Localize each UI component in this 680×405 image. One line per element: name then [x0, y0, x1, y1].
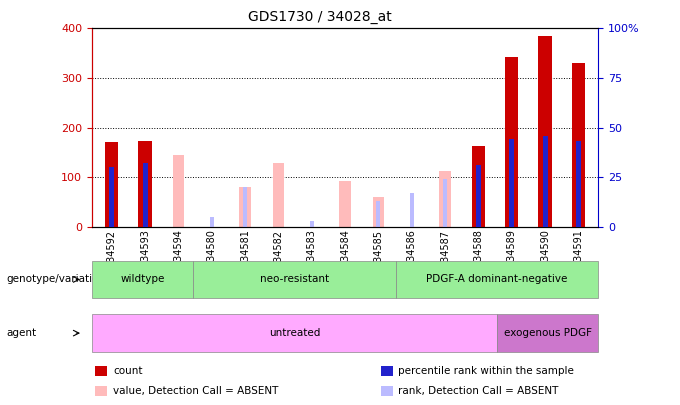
Bar [410, 193, 413, 227]
Bar [109, 167, 114, 227]
Text: PDGF-A dominant-negative: PDGF-A dominant-negative [426, 275, 568, 284]
Bar [439, 171, 451, 227]
Bar [243, 187, 247, 227]
Text: neo-resistant: neo-resistant [260, 275, 329, 284]
Text: untreated: untreated [269, 328, 320, 338]
Text: count: count [113, 366, 142, 375]
Bar [273, 163, 284, 227]
Bar [572, 63, 585, 227]
Bar [377, 201, 380, 227]
Bar [173, 155, 184, 227]
Bar [443, 179, 447, 227]
Bar [373, 197, 384, 227]
Text: exogenous PDGF: exogenous PDGF [504, 328, 592, 338]
Text: value, Detection Call = ABSENT: value, Detection Call = ABSENT [113, 386, 278, 396]
Text: genotype/variation: genotype/variation [7, 275, 106, 284]
Bar [239, 187, 251, 227]
Bar [310, 221, 313, 227]
Bar [339, 181, 351, 227]
Text: agent: agent [7, 328, 37, 338]
Bar [543, 136, 547, 227]
Text: GDS1730 / 34028_at: GDS1730 / 34028_at [248, 10, 392, 24]
Bar [509, 139, 514, 227]
Bar [472, 146, 485, 227]
Bar [539, 36, 551, 227]
Bar [576, 141, 581, 227]
Bar [476, 165, 481, 227]
Text: percentile rank within the sample: percentile rank within the sample [398, 366, 575, 375]
Bar [143, 163, 148, 227]
Bar [505, 57, 518, 227]
Text: rank, Detection Call = ABSENT: rank, Detection Call = ABSENT [398, 386, 559, 396]
Text: wildtype: wildtype [120, 275, 165, 284]
Bar [105, 143, 118, 227]
Bar [139, 141, 152, 227]
Bar [210, 217, 214, 227]
